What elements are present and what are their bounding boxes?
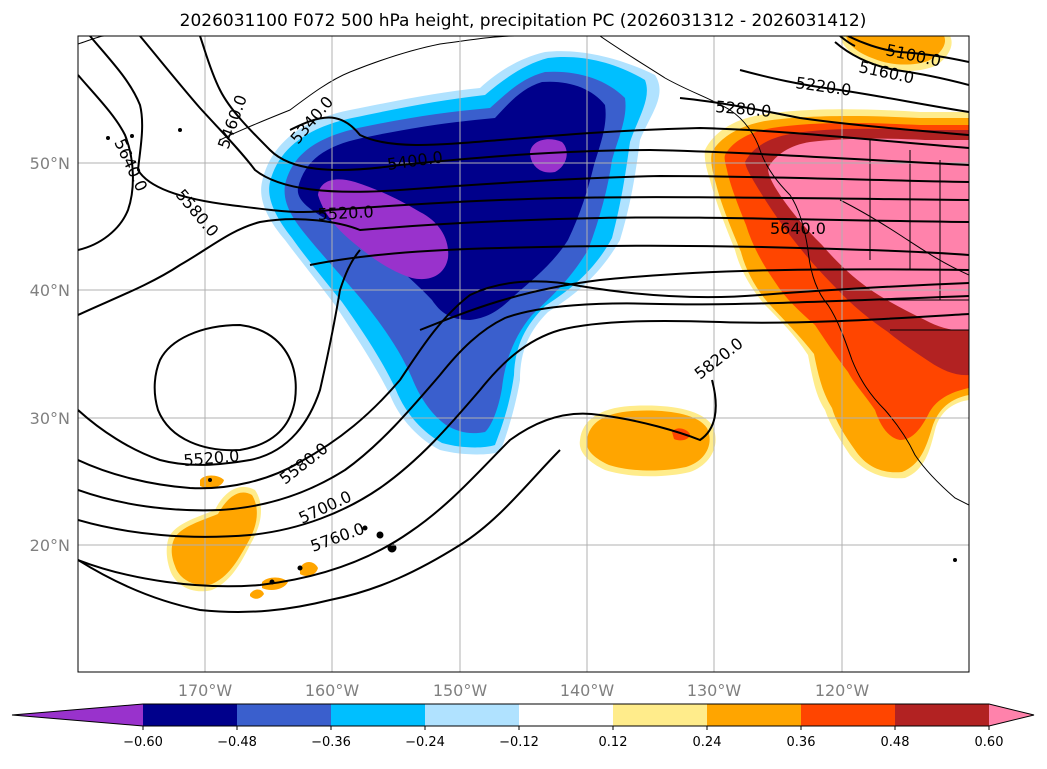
colorbar-segment [801, 704, 896, 726]
colorbar-segment [331, 704, 426, 726]
contour-label-5640-east: 5640.0 [770, 219, 826, 238]
lat-labels: 50°N 40°N 30°N 20°N [30, 154, 70, 555]
colorbar-segment [425, 704, 520, 726]
colorbar-tick-label: 0.24 [693, 735, 722, 750]
colorbar-tick-label: 0.12 [599, 735, 628, 750]
lon-label-160w: 160°W [305, 681, 360, 700]
colorbar-tick-label: −0.36 [311, 735, 351, 750]
colorbar-segment [519, 704, 614, 726]
figure-title: 2026031100 F072 500 hPa height, precipit… [180, 11, 867, 31]
anomaly-region-pos-060 [768, 138, 969, 331]
contour-label-5520-lower: 5520.0 [183, 446, 240, 470]
anomaly-region-pos-midocean-b [586, 410, 710, 471]
height-contours [78, 36, 969, 613]
lon-label-150w: 150°W [433, 681, 488, 700]
map-area: 5100.0 5160.0 5220.0 5280.0 5340.0 5400.… [78, 36, 969, 672]
colorbar-segment [613, 704, 708, 726]
anomaly-region-pos-alaska-b [846, 36, 946, 65]
anomaly-region-neg-060-b [530, 139, 567, 173]
colorbar-tick-label: −0.60 [123, 735, 163, 750]
colorbar-tick-label: 0.36 [787, 735, 816, 750]
contour-label-5520-upper: 5520.0 [317, 202, 374, 224]
anomaly-region-pos-hawaii-e [300, 562, 318, 576]
anomaly-region-pos-hawaii-c [200, 475, 224, 488]
anomaly-region-neg-060 [318, 179, 449, 280]
map-frame [77, 35, 970, 673]
lat-label-40n: 40°N [30, 281, 70, 300]
lon-label-130w: 130°W [687, 681, 742, 700]
colorbar-segment [143, 704, 238, 726]
contour-label-5280: 5280.0 [715, 97, 772, 121]
colorbar-tick-label: −0.12 [499, 735, 539, 750]
lon-label-170w: 170°W [178, 681, 233, 700]
colorbar-segment [895, 704, 990, 726]
lon-label-120w: 120°W [815, 681, 870, 700]
lat-label-50n: 50°N [30, 154, 70, 173]
colorbar-tick-label: 0.48 [881, 735, 910, 750]
colorbar-tick-label: 0.60 [975, 735, 1004, 750]
colorbar-extend-high [989, 704, 1034, 726]
coastlines [78, 36, 969, 506]
lat-label-30n: 30°N [30, 409, 70, 428]
lat-label-20n: 20°N [30, 536, 70, 555]
colorbar-tick-label: −0.24 [405, 735, 445, 750]
colorbar-tick-label: −0.48 [217, 735, 257, 750]
colorbar-extend-low [12, 704, 143, 726]
colorbar-segment [707, 704, 802, 726]
lon-label-140w: 140°W [560, 681, 615, 700]
anomaly-region-pos-hawaii-f [250, 589, 264, 599]
colorbar: −0.60 −0.48 −0.36 −0.24 −0.12 0.12 0.24 0.36 0.4… [11, 703, 1035, 750]
lon-labels: 170°W 160°W 150°W 140°W 130°W 120°W [178, 681, 870, 700]
anomaly-region-pos-hawaii-b [171, 492, 257, 585]
islands [106, 128, 957, 585]
colorbar-segment [237, 704, 332, 726]
gridlines [78, 36, 969, 672]
